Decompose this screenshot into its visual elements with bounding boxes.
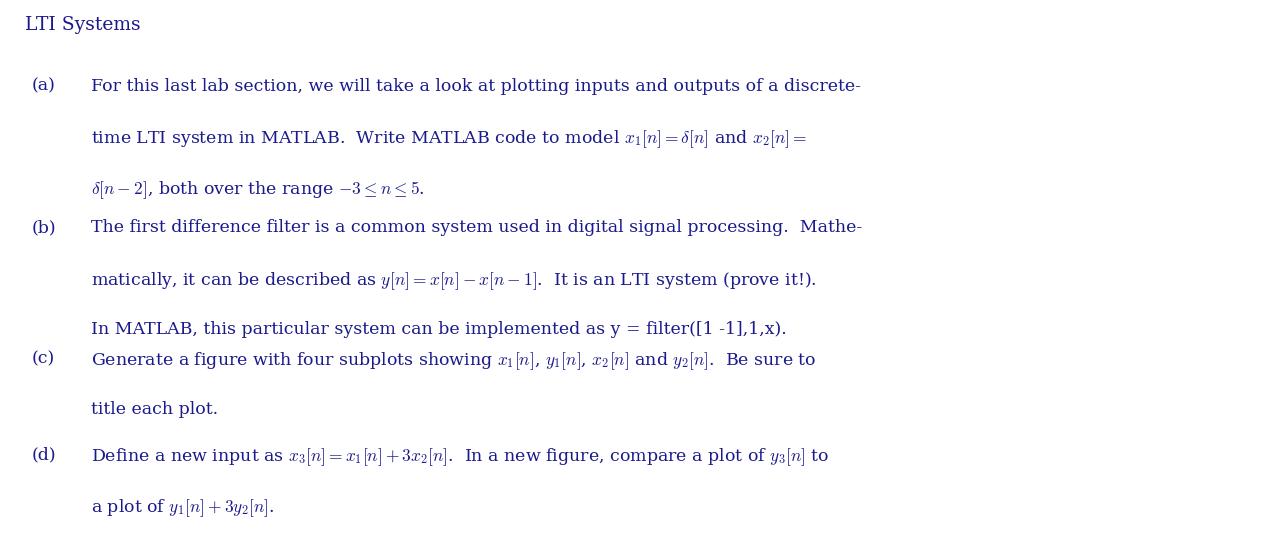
Text: time LTI system in MATLAB.  Write MATLAB code to model $x_1[n] = \delta[n]$ and : time LTI system in MATLAB. Write MATLAB … — [91, 128, 807, 150]
Text: a plot of $y_1[n] + 3y_2[n]$.: a plot of $y_1[n] + 3y_2[n]$. — [91, 498, 275, 519]
Text: Generate a figure with four subplots showing $x_1[n]$, $y_1[n]$, $x_2[n]$ and $y: Generate a figure with four subplots sho… — [91, 350, 816, 372]
Text: $\delta[n-2]$, both over the range $-3 \leq n \leq 5$.: $\delta[n-2]$, both over the range $-3 \… — [91, 179, 425, 201]
Text: (b): (b) — [32, 219, 56, 236]
Text: The first difference filter is a common system used in digital signal processing: The first difference filter is a common … — [91, 219, 863, 236]
Text: For this last lab section, we will take a look at plotting inputs and outputs of: For this last lab section, we will take … — [91, 78, 861, 95]
Text: title each plot.: title each plot. — [91, 401, 218, 418]
Text: (a): (a) — [32, 78, 56, 95]
Text: (d): (d) — [32, 447, 56, 464]
Text: matically, it can be described as $y[n] = x[n] - x[n-1]$.  It is an LTI system (: matically, it can be described as $y[n] … — [91, 270, 817, 292]
Text: LTI Systems: LTI Systems — [25, 16, 140, 34]
Text: (c): (c) — [32, 350, 54, 368]
Text: Define a new input as $x_3[n] = x_1[n] + 3x_2[n]$.  In a new figure, compare a p: Define a new input as $x_3[n] = x_1[n] +… — [91, 447, 830, 469]
Text: In MATLAB, this particular system can be implemented as y = filter([1 -1],1,x).: In MATLAB, this particular system can be… — [91, 321, 787, 338]
